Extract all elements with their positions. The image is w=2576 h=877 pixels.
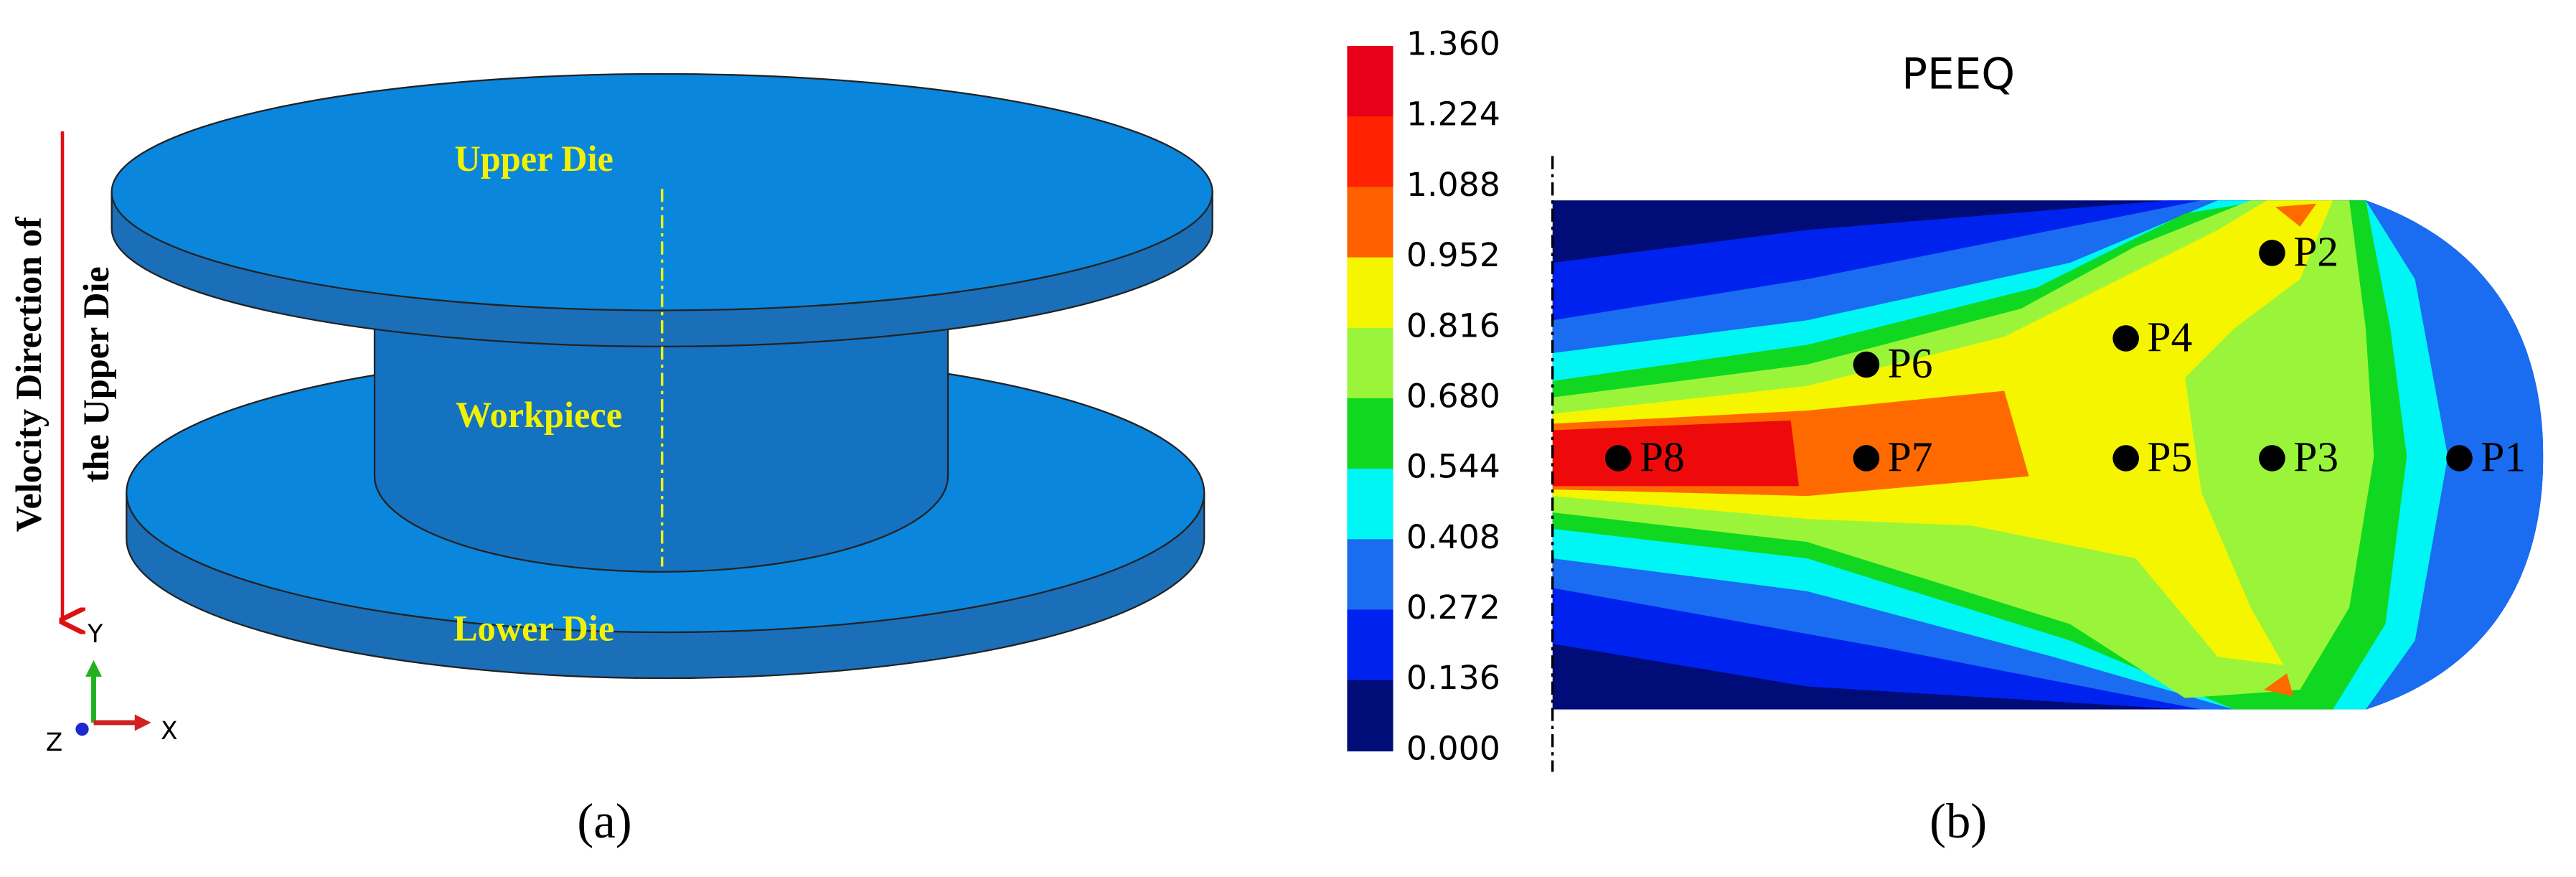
contour-band bbox=[2275, 203, 2317, 227]
legend-swatch bbox=[1347, 257, 1393, 329]
point-label: P8 bbox=[1640, 433, 1685, 481]
legend-label: 0.000 bbox=[1406, 729, 1500, 767]
point-marker bbox=[1604, 445, 1632, 472]
velocity-label: Velocity Direction of bbox=[9, 216, 49, 532]
legend-swatch bbox=[1347, 187, 1393, 258]
point-label: P2 bbox=[2293, 228, 2338, 276]
point-marker bbox=[2112, 325, 2139, 352]
point-marker bbox=[1853, 351, 1880, 378]
panel-a: Upper Die Workpiece Lower Die Velocity D… bbox=[9, 72, 1213, 848]
legend: 1.360 1.224 1.088 0.952 0.816 0.680 0.544 0.408… bbox=[1347, 25, 1500, 767]
legend-swatch bbox=[1347, 398, 1393, 470]
contour-band bbox=[2263, 673, 2294, 697]
legend-label: 0.952 bbox=[1406, 236, 1500, 274]
point-marker bbox=[2112, 445, 2139, 472]
y-axis-label: Y bbox=[87, 620, 103, 649]
velocity-label: the Upper Die bbox=[76, 266, 116, 482]
points: P1 P2 P3 P4 P5 P6 P7 P8 bbox=[1604, 228, 2526, 481]
point-label: P3 bbox=[2293, 433, 2338, 481]
point-marker bbox=[2259, 240, 2285, 266]
legend-label: 0.680 bbox=[1406, 377, 1500, 415]
legend-label: 0.544 bbox=[1406, 448, 1500, 486]
legend-label: 0.408 bbox=[1406, 518, 1500, 556]
point-label: P4 bbox=[2147, 314, 2192, 361]
workpiece-label: Workpiece bbox=[456, 395, 622, 435]
caption: (a) bbox=[577, 794, 631, 848]
lower-die-label: Lower Die bbox=[453, 608, 614, 648]
point-label: P5 bbox=[2147, 433, 2192, 481]
point-label: P7 bbox=[1888, 433, 1933, 481]
legend-swatch bbox=[1347, 116, 1393, 188]
point-marker bbox=[2259, 445, 2285, 472]
upper-die-label: Upper Die bbox=[454, 139, 613, 179]
legend-swatch bbox=[1347, 539, 1393, 611]
legend-swatch bbox=[1347, 680, 1393, 751]
contour-plot bbox=[1552, 200, 2544, 710]
legend-swatch bbox=[1347, 46, 1393, 118]
legend-label: 1.088 bbox=[1406, 166, 1500, 204]
legend-swatch bbox=[1347, 327, 1393, 400]
point-label: P6 bbox=[1888, 339, 1933, 387]
z-axis-dot bbox=[75, 722, 89, 736]
point-marker bbox=[2446, 445, 2473, 472]
contour-title: PEEQ bbox=[1902, 50, 2015, 100]
legend-swatch bbox=[1347, 609, 1393, 681]
legend-label: 0.816 bbox=[1406, 306, 1500, 344]
y-arrow-head bbox=[85, 660, 102, 677]
x-axis-label: X bbox=[161, 717, 178, 746]
legend-label: 1.224 bbox=[1406, 95, 1500, 133]
x-arrow-head bbox=[134, 714, 151, 731]
legend-label: 0.136 bbox=[1406, 659, 1500, 697]
point-label: P1 bbox=[2481, 433, 2526, 481]
legend-swatch bbox=[1347, 469, 1393, 540]
caption: (b) bbox=[1929, 794, 1987, 848]
point-marker bbox=[1853, 445, 1880, 472]
legend-label: 1.360 bbox=[1406, 25, 1500, 63]
z-axis-label: Z bbox=[46, 728, 63, 757]
legend-label: 0.272 bbox=[1406, 588, 1500, 627]
panel-b: PEEQ 1.360 1.224 1.088 0.952 0.816 0.680 0.544… bbox=[1347, 25, 2544, 848]
